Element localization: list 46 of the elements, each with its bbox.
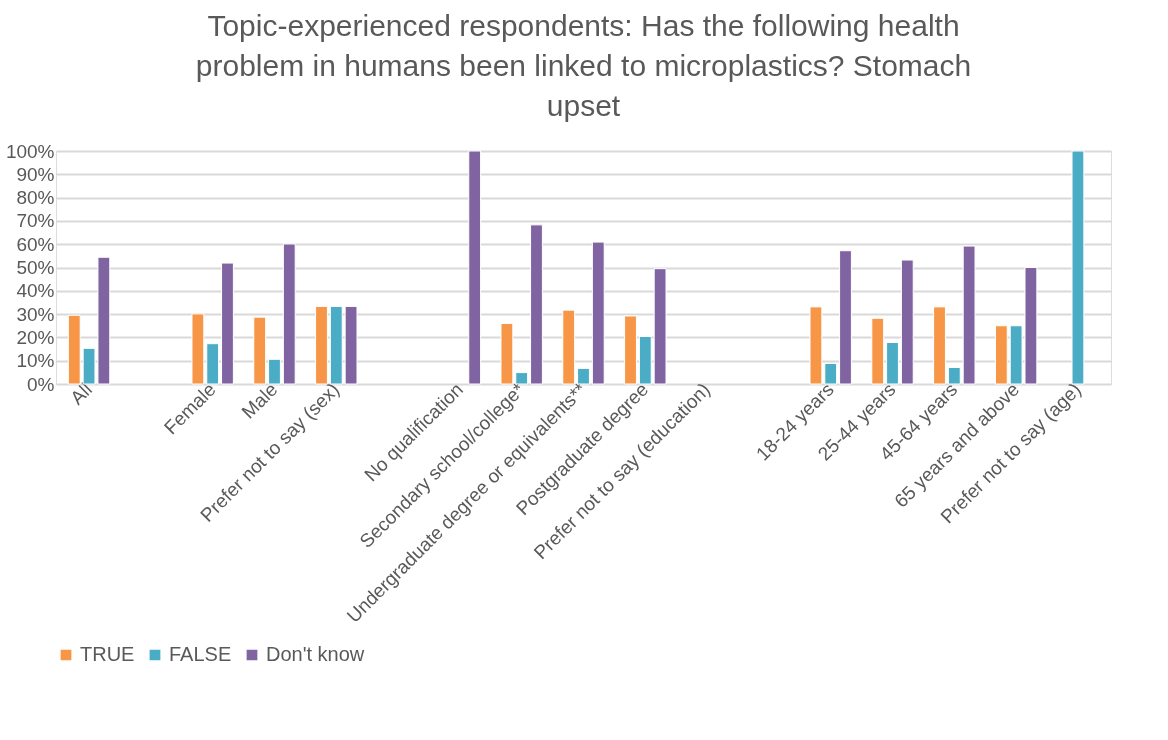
bar xyxy=(500,322,514,385)
y-tick-label: 70% xyxy=(16,210,55,232)
bar xyxy=(809,306,823,385)
bar xyxy=(562,309,576,385)
bar xyxy=(871,317,885,385)
legend-label: Don't know xyxy=(266,643,365,665)
bar xyxy=(530,224,543,385)
bar xyxy=(329,305,343,385)
bar xyxy=(994,325,1008,385)
bar xyxy=(653,268,667,385)
bar xyxy=(206,343,220,385)
bar xyxy=(933,306,946,385)
y-tick-label: 20% xyxy=(16,326,55,348)
bar xyxy=(315,305,328,385)
bar xyxy=(947,366,961,385)
x-tick-label: All xyxy=(66,378,97,409)
legend-label: TRUE xyxy=(80,643,135,665)
bar xyxy=(886,342,899,385)
bar xyxy=(344,305,358,385)
bar xyxy=(282,243,296,385)
bar xyxy=(1071,150,1085,385)
y-tick-label: 100% xyxy=(5,140,55,162)
bar xyxy=(577,367,590,385)
bar xyxy=(824,363,838,385)
y-tick-label: 40% xyxy=(16,280,55,302)
bar xyxy=(900,259,914,385)
bar xyxy=(253,316,267,385)
bar xyxy=(268,358,281,385)
bar xyxy=(468,150,482,385)
bar xyxy=(839,250,852,385)
bar xyxy=(962,245,976,385)
bar xyxy=(624,315,637,385)
legend-label: FALSE xyxy=(169,643,232,665)
bar xyxy=(221,262,234,385)
y-tick-label: 60% xyxy=(16,233,55,255)
y-tick-label: 0% xyxy=(27,373,55,395)
y-tick-label: 30% xyxy=(16,303,55,325)
bar xyxy=(591,241,605,385)
y-tick-label: 80% xyxy=(16,187,55,209)
bar xyxy=(191,313,205,385)
chart-title: Topic-experienced respondents: Has the following health problem in humans been linked to microplastics? Stomach upset xyxy=(195,9,972,122)
y-tick-label: 90% xyxy=(16,163,55,185)
bar xyxy=(638,335,652,385)
y-tick-label: 10% xyxy=(16,350,55,372)
y-tick-label: 50% xyxy=(16,257,55,278)
bar xyxy=(515,372,529,385)
